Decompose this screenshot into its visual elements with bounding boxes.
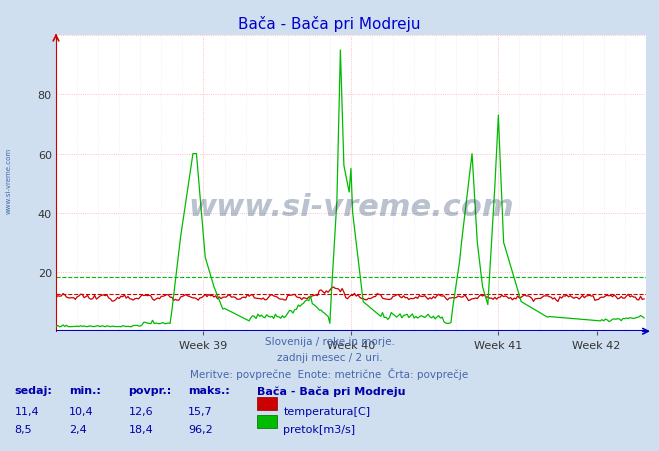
Text: 15,7: 15,7 xyxy=(188,406,212,416)
Text: www.si-vreme.com: www.si-vreme.com xyxy=(5,147,11,213)
Text: Meritve: povprečne  Enote: metrične  Črta: povprečje: Meritve: povprečne Enote: metrične Črta:… xyxy=(190,368,469,380)
Text: 11,4: 11,4 xyxy=(14,406,39,416)
Text: 8,5: 8,5 xyxy=(14,424,32,434)
Text: 10,4: 10,4 xyxy=(69,406,94,416)
Text: sedaj:: sedaj: xyxy=(14,386,52,396)
Text: min.:: min.: xyxy=(69,386,101,396)
Text: temperatura[C]: temperatura[C] xyxy=(283,406,370,416)
Text: pretok[m3/s]: pretok[m3/s] xyxy=(283,424,355,434)
Text: maks.:: maks.: xyxy=(188,386,229,396)
Text: 18,4: 18,4 xyxy=(129,424,154,434)
Text: 12,6: 12,6 xyxy=(129,406,153,416)
Text: 2,4: 2,4 xyxy=(69,424,87,434)
Text: Bača - Bača pri Modreju: Bača - Bača pri Modreju xyxy=(257,386,405,396)
Text: www.si-vreme.com: www.si-vreme.com xyxy=(188,193,514,222)
Text: povpr.:: povpr.: xyxy=(129,386,172,396)
Text: Bača - Bača pri Modreju: Bača - Bača pri Modreju xyxy=(239,16,420,32)
Text: 96,2: 96,2 xyxy=(188,424,213,434)
Text: Slovenija / reke in morje.: Slovenija / reke in morje. xyxy=(264,336,395,346)
Text: zadnji mesec / 2 uri.: zadnji mesec / 2 uri. xyxy=(277,352,382,362)
